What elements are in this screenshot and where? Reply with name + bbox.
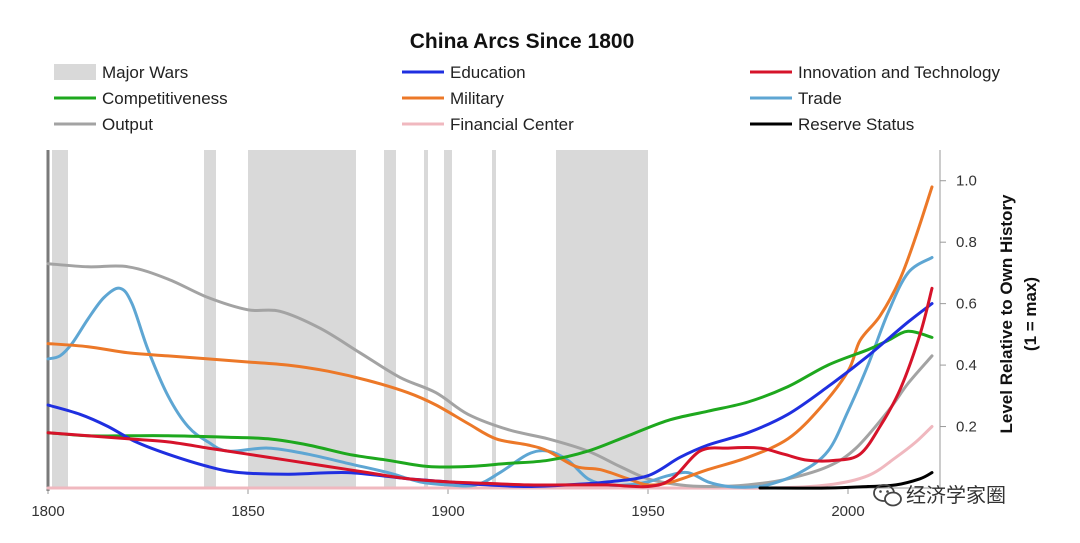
legend-label: Major Wars: [102, 63, 188, 82]
war-period: [492, 150, 496, 488]
legend-item: Military: [402, 89, 504, 108]
war-period: [384, 150, 396, 488]
wechat-icon: [873, 484, 902, 507]
watermark: 经济学家圈: [873, 484, 1006, 507]
legend: Major Wars Education Innovation and Techno…: [54, 63, 1000, 134]
y-tick-label: 0.6: [956, 296, 977, 313]
watermark-text: 经济学家圈: [906, 484, 1006, 507]
legend-label: Innovation and Technology: [798, 63, 1000, 82]
series-line-trade: [46, 256, 934, 489]
war-period: [424, 150, 428, 488]
y-tick-label: 0.8: [956, 234, 977, 251]
legend-item: Innovation and Technology: [750, 63, 1000, 82]
y-axis-label: Level Relative to Own History (1 = max): [997, 194, 1040, 434]
y-tick-label: 1.0: [956, 173, 977, 190]
legend-label: Military: [450, 89, 504, 108]
legend-swatch: [54, 64, 96, 80]
y-tick-label: 0.2: [956, 419, 977, 436]
chart-title: China Arcs Since 1800: [410, 30, 635, 53]
legend-item: Major Wars: [54, 63, 188, 82]
x-tick-label: 2000: [831, 503, 864, 520]
war-period: [556, 150, 648, 488]
series-line-output: [46, 262, 934, 488]
legend-label: Reserve Status: [798, 115, 914, 134]
legend-item: Output: [54, 115, 153, 134]
series-line-innovation-and-technology: [46, 286, 934, 489]
x-tick-label: 1900: [431, 503, 464, 520]
series-lines: [46, 185, 934, 490]
legend-label: Education: [450, 63, 526, 82]
war-period: [52, 150, 68, 488]
legend-item: Education: [402, 63, 526, 82]
x-tick-label: 1800: [31, 503, 64, 520]
y-tick-label: 0.4: [956, 357, 977, 374]
legend-item: Reserve Status: [750, 115, 914, 134]
war-period: [204, 150, 216, 488]
series-line-education: [46, 302, 934, 488]
series-line-military: [46, 185, 934, 487]
legend-item: Trade: [750, 89, 842, 108]
x-tick-label: 1850: [231, 503, 264, 520]
legend-label: Financial Center: [450, 115, 574, 134]
series-line-competitiveness: [46, 329, 934, 469]
major-wars-shading: [52, 150, 648, 488]
legend-label: Trade: [798, 89, 842, 108]
legend-label: Output: [102, 115, 153, 134]
war-period: [444, 150, 452, 488]
y-axis-subtitle: (1 = max): [1021, 277, 1040, 351]
y-axis-title: Level Relative to Own History: [997, 194, 1016, 434]
legend-item: Competitiveness: [54, 89, 228, 108]
legend-item: Financial Center: [402, 115, 574, 134]
x-tick-label: 1950: [631, 503, 664, 520]
legend-label: Competitiveness: [102, 89, 228, 108]
